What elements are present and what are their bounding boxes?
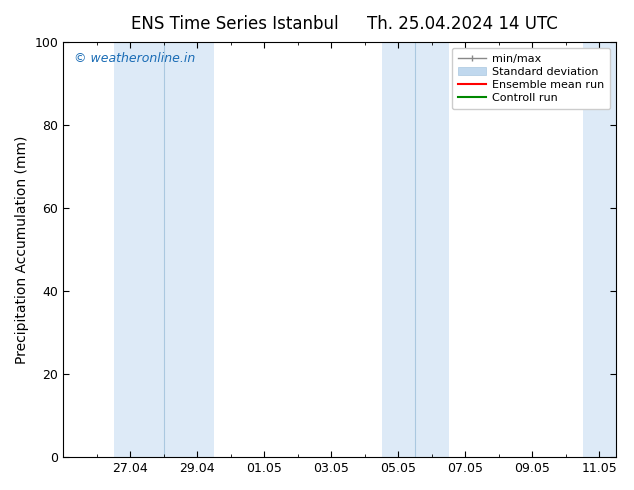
Bar [583, 42, 616, 457]
Y-axis label: Precipitation Accumulation (mm): Precipitation Accumulation (mm) [15, 135, 29, 364]
Text: ENS Time Series Istanbul: ENS Time Series Istanbul [131, 15, 339, 33]
Bar [382, 42, 448, 457]
Bar [113, 42, 214, 457]
Text: Th. 25.04.2024 14 UTC: Th. 25.04.2024 14 UTC [368, 15, 558, 33]
Legend: min/max, Standard deviation, Ensemble mean run, Controll run: min/max, Standard deviation, Ensemble me… [451, 48, 611, 109]
Text: © weatheronline.in: © weatheronline.in [74, 52, 196, 66]
